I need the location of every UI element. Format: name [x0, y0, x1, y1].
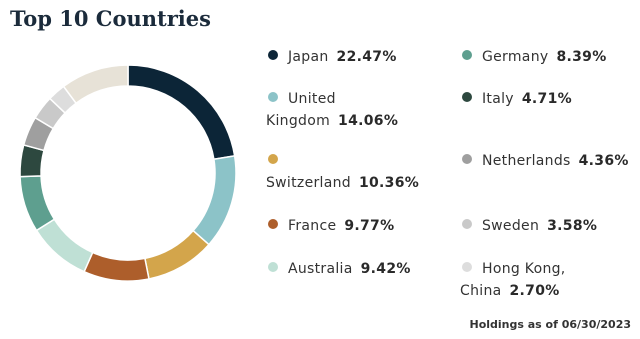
legend-value: 14.06% [338, 113, 399, 129]
legend-item: Italy 4.71% [460, 88, 630, 110]
legend-label: Japan [288, 49, 329, 65]
legend-value: 4.71% [521, 91, 572, 107]
legend-item: Switzerland 10.36% [266, 150, 441, 194]
legend-item: France 9.77% [266, 215, 441, 237]
legend-label: Italy [482, 91, 514, 107]
legend-value: 9.42% [360, 261, 411, 277]
donut-slice [144, 229, 210, 280]
donut-slice [83, 251, 150, 282]
legend-swatch [462, 50, 472, 60]
donut-slice [127, 64, 236, 161]
legend-item: Germany 8.39% [460, 46, 630, 68]
legend-label: Netherlands [482, 153, 571, 169]
legend-swatch [268, 154, 278, 164]
legend-item: Netherlands 4.36% [460, 150, 630, 172]
donut-slice [192, 155, 237, 246]
legend-label: Australia [288, 261, 353, 277]
legend-value: 10.36% [358, 175, 420, 191]
chart [19, 64, 237, 282]
legend-value: 22.47% [336, 49, 397, 65]
legend-swatch [462, 219, 472, 229]
legend-label: United Kingdom [266, 91, 336, 129]
legend-swatch [268, 262, 278, 272]
legend-item: United Kingdom 14.06% [266, 88, 441, 132]
legend-swatch [268, 92, 278, 102]
legend-swatch [268, 219, 278, 229]
legend-swatch [462, 154, 472, 164]
legend-value: 2.70% [509, 283, 560, 299]
chart-title: Top 10 Countries [10, 6, 211, 31]
legend-item: Australia 9.42% [266, 258, 441, 280]
legend-item: Hong Kong, China 2.70% [460, 258, 630, 302]
donut-slice [35, 218, 94, 273]
legend-item: Sweden 3.58% [460, 215, 630, 237]
legend-label: France [288, 218, 337, 234]
legend-swatch [462, 262, 472, 272]
legend-swatch [268, 50, 278, 60]
legend-label: Switzerland [266, 175, 351, 191]
legend-value: 9.77% [344, 218, 395, 234]
legend-label: Germany [482, 49, 549, 65]
legend-value: 8.39% [556, 49, 607, 65]
legend-value: 4.36% [578, 153, 629, 169]
legend-swatch [462, 92, 472, 102]
donut-slice [62, 64, 129, 105]
legend-label: Sweden [482, 218, 540, 234]
donut-slice [19, 175, 56, 232]
note: Holdings as of 06/30/2023 [469, 318, 632, 331]
legend-item: Japan 22.47% [266, 46, 441, 68]
legend-value: 3.58% [547, 218, 598, 234]
legend-label: Hong Kong, China [460, 261, 566, 299]
